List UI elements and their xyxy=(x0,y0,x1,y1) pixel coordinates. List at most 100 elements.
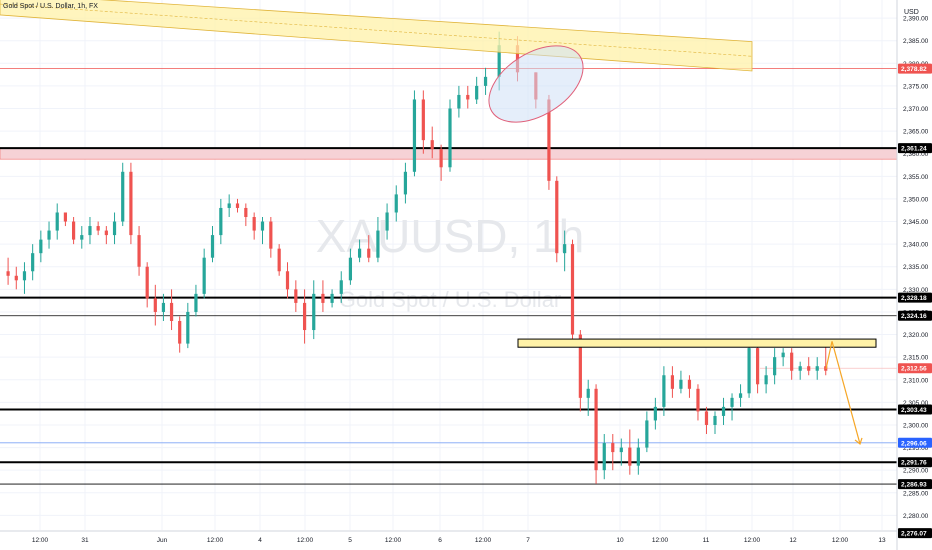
drawings-layer xyxy=(0,0,877,445)
time-tick-label: 7 xyxy=(526,537,530,544)
trend-channel xyxy=(0,0,753,72)
candle-body xyxy=(798,366,802,371)
price-label-text: 2,324.16 xyxy=(901,313,927,320)
candle-body xyxy=(439,149,443,168)
candle-body xyxy=(781,352,785,358)
candle-body xyxy=(137,235,141,267)
candle-body xyxy=(47,230,51,240)
price-label-text: 2,276.07 xyxy=(901,531,927,538)
price-tick-label: 2,360.00 xyxy=(903,151,929,158)
price-tick-label: 2,320.00 xyxy=(903,332,929,339)
price-label-box xyxy=(898,143,932,154)
time-tick-label: 4 xyxy=(258,537,262,544)
candle-body xyxy=(636,447,640,466)
projection-arrow xyxy=(831,341,861,445)
candle-body xyxy=(696,388,700,412)
candle-body xyxy=(339,280,343,294)
candle-body xyxy=(244,207,248,218)
candle-body xyxy=(96,226,100,231)
price-tick-label: 2,355.00 xyxy=(903,174,929,181)
candle-body xyxy=(457,94,461,109)
candle-body xyxy=(755,348,760,385)
candle-body xyxy=(227,203,231,208)
candle-body xyxy=(704,411,709,425)
time-tick-label: 31 xyxy=(81,537,89,544)
time-tick-label: 12:00 xyxy=(207,537,224,544)
watermark-name: Gold Spot / U.S. Dollar xyxy=(339,287,562,312)
candle-body xyxy=(302,302,307,331)
candle-body xyxy=(570,244,575,335)
candle-body xyxy=(807,366,811,371)
time-tick-label: 12:00 xyxy=(297,537,314,544)
candle-body xyxy=(466,94,470,100)
candle-body xyxy=(628,447,632,466)
candle-body xyxy=(555,180,559,254)
candle-body xyxy=(721,406,726,416)
candle-body xyxy=(112,221,117,236)
price-tick-label: 2,390.00 xyxy=(903,16,929,23)
trend-channel-midline xyxy=(0,3,753,57)
candle-body xyxy=(312,293,316,331)
highlight-ellipse xyxy=(488,45,584,123)
price-tick-label: 2,340.00 xyxy=(903,242,929,249)
projection-arrowhead xyxy=(854,437,863,445)
candle-body xyxy=(39,239,43,254)
projection-lead xyxy=(825,341,833,370)
time-tick-label: 13 xyxy=(878,537,886,544)
price-label-text: 2,312.56 xyxy=(901,366,927,373)
price-tick-label: 2,385.00 xyxy=(903,38,929,45)
chart-title: Gold Spot / U.S. Dollar, 1h, FX xyxy=(3,3,98,10)
candle-body xyxy=(210,235,215,258)
price-label-box xyxy=(898,63,932,74)
candle-body xyxy=(6,271,10,276)
candle-body xyxy=(104,230,108,236)
candle-body xyxy=(294,289,298,303)
time-axis[interactable]: 12:00 31 Jun 12:00 4 12:00 5 12:00 6 12:00 7 10 12:0… xyxy=(0,530,897,544)
price-label-box xyxy=(898,479,932,490)
candle-body xyxy=(385,212,389,231)
candle-body xyxy=(219,207,223,236)
candle-body xyxy=(31,253,35,272)
price-tick-label: 2,330.00 xyxy=(903,287,929,294)
price-label-text: 2,286.93 xyxy=(901,482,927,489)
candle-body xyxy=(497,45,501,77)
time-tick-label: 12:00 xyxy=(744,537,761,544)
price-axis[interactable]: 2,280.00 2,285.00 2,290.00 2,295.00 2,300.00… xyxy=(896,0,932,550)
candle-body xyxy=(269,221,273,249)
candle-body xyxy=(679,379,683,389)
candle-body xyxy=(815,366,819,371)
candle-body xyxy=(773,357,777,376)
candle-body xyxy=(483,76,488,86)
candle-body xyxy=(713,415,717,425)
price-label-text: 2,303.43 xyxy=(901,407,927,414)
candle-body xyxy=(448,108,452,168)
candle-body xyxy=(260,221,265,231)
candle-body xyxy=(161,302,166,312)
price-tick-label: 2,300.00 xyxy=(903,422,929,429)
candle-body xyxy=(687,379,692,389)
price-tick-label: 2,335.00 xyxy=(903,264,929,271)
candle-body xyxy=(586,388,590,398)
candle-body xyxy=(645,420,649,448)
candle-body xyxy=(594,388,598,471)
candle-body xyxy=(178,320,182,344)
candle-body xyxy=(611,443,615,453)
candle-body xyxy=(790,352,794,371)
time-tick-label: 12:00 xyxy=(832,537,849,544)
candle-body xyxy=(547,99,551,181)
price-tick-label: 2,295.00 xyxy=(903,445,929,452)
price-label-text: 2,296.06 xyxy=(901,440,927,447)
time-tick-label: 10 xyxy=(616,537,624,544)
candle-body xyxy=(63,212,68,222)
candle-body xyxy=(285,271,290,290)
candle-body xyxy=(619,447,623,453)
time-tick-label: 12:00 xyxy=(32,537,49,544)
price-tick-label: 2,310.00 xyxy=(903,377,929,384)
candle-body xyxy=(80,235,84,240)
price-label-box xyxy=(898,528,932,539)
candle-body xyxy=(330,293,334,303)
price-label-box xyxy=(898,292,932,303)
price-tick-label: 2,315.00 xyxy=(903,355,929,362)
candle-body xyxy=(475,85,479,100)
